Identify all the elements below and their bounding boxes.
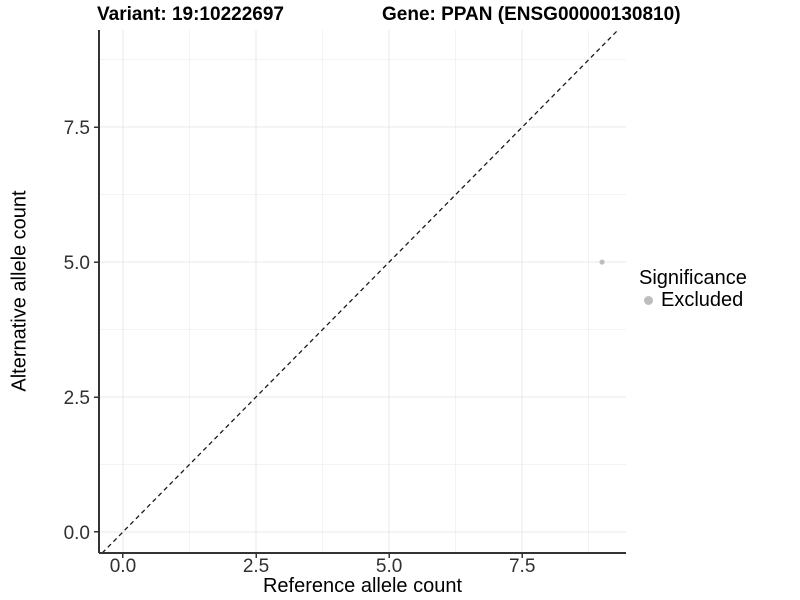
panel-background bbox=[99, 30, 626, 553]
y-tick-label: 5.0 bbox=[64, 253, 90, 274]
data-point bbox=[599, 259, 605, 265]
legend-title: Significance bbox=[639, 267, 747, 289]
x-tick-label: 0.0 bbox=[110, 556, 136, 577]
x-axis-title: Reference allele count bbox=[262, 575, 462, 597]
legend-item-label: Excluded bbox=[661, 288, 744, 311]
y-tick-label: 2.5 bbox=[64, 388, 90, 409]
identity-line bbox=[101, 29, 619, 554]
excluded-point-icon bbox=[644, 295, 653, 305]
plot-title-gene: Gene: PPAN (ENSG00000130810) bbox=[382, 4, 681, 25]
x-tick-label: 2.5 bbox=[243, 556, 269, 577]
y-axis-title: Alternative allele count bbox=[8, 190, 31, 392]
plot-title-variant: Variant: 19:10222697 bbox=[97, 4, 284, 25]
x-tick-label: 7.5 bbox=[509, 556, 535, 577]
y-tick-label: 7.5 bbox=[64, 118, 90, 139]
legend-item: Excluded bbox=[639, 289, 747, 311]
legend: Significance Excluded bbox=[639, 267, 747, 311]
y-tick-label: 0.0 bbox=[64, 523, 90, 544]
x-tick-label: 5.0 bbox=[376, 556, 402, 577]
